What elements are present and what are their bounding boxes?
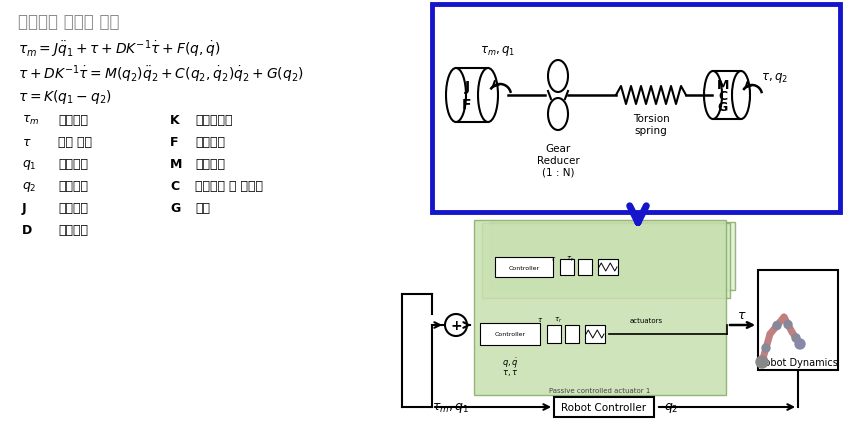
Text: C: C bbox=[718, 89, 728, 102]
Bar bbox=[482, 224, 730, 298]
Text: 스프링강성: 스프링강성 bbox=[195, 114, 233, 127]
Ellipse shape bbox=[446, 69, 466, 123]
Text: Torsion
spring: Torsion spring bbox=[632, 114, 669, 135]
Text: K: K bbox=[170, 114, 179, 127]
Circle shape bbox=[784, 321, 792, 329]
Ellipse shape bbox=[732, 72, 750, 120]
Text: 모터위치: 모터위치 bbox=[58, 158, 88, 171]
Text: $\tau = K(q_1 - q_2)$: $\tau = K(q_1 - q_2)$ bbox=[18, 88, 112, 106]
Text: 코리올리 및 구심력: 코리올리 및 구심력 bbox=[195, 180, 263, 193]
Text: $q, \dot{q}$: $q, \dot{q}$ bbox=[502, 355, 518, 369]
Text: $q_1$: $q_1$ bbox=[22, 158, 37, 172]
Ellipse shape bbox=[548, 99, 568, 131]
Text: $\tau + DK^{-1}\dot{\tau} = M(q_2)\ddot{q}_2 + C(q_2,\dot{q}_2)\dot{q}_2 + G(q_2: $\tau + DK^{-1}\dot{\tau} = M(q_2)\ddot{… bbox=[18, 63, 303, 84]
Text: Gear
Reducer
(1 : N): Gear Reducer (1 : N) bbox=[536, 144, 580, 177]
Circle shape bbox=[773, 322, 781, 330]
Text: $q_2$: $q_2$ bbox=[664, 400, 678, 414]
Text: 모터마찰: 모터마찰 bbox=[195, 136, 225, 149]
Bar bbox=[585, 325, 605, 343]
Bar bbox=[480, 323, 540, 345]
Circle shape bbox=[795, 339, 805, 349]
Text: $\tau, q_2$: $\tau, q_2$ bbox=[761, 71, 788, 85]
Text: $\tau, \dot{\tau}$: $\tau, \dot{\tau}$ bbox=[502, 365, 518, 378]
Text: J: J bbox=[464, 80, 469, 94]
Text: $\tau$: $\tau$ bbox=[537, 315, 543, 323]
Text: 관절 토크: 관절 토크 bbox=[58, 136, 92, 149]
Bar bbox=[456, 69, 488, 123]
Text: 중력: 중력 bbox=[195, 202, 210, 215]
Circle shape bbox=[445, 314, 467, 336]
Text: $\tau_r$: $\tau_r$ bbox=[566, 255, 575, 264]
Text: G: G bbox=[170, 202, 180, 215]
Text: M: M bbox=[717, 78, 729, 91]
Text: 모터토크: 모터토크 bbox=[58, 114, 88, 127]
Bar bbox=[554, 397, 654, 417]
Text: $\tau$: $\tau$ bbox=[737, 308, 747, 321]
Text: $q_2$: $q_2$ bbox=[22, 180, 37, 194]
Text: $\tau_m = J\ddot{q}_1 + \tau + DK^{-1}\dot{\tau} + F(q,\dot{q})$: $\tau_m = J\ddot{q}_1 + \tau + DK^{-1}\d… bbox=[18, 38, 220, 59]
Text: 모터댐핑: 모터댐핑 bbox=[58, 224, 88, 236]
Bar bbox=[578, 259, 592, 275]
Text: G: G bbox=[718, 100, 728, 113]
Text: Controller: Controller bbox=[495, 332, 525, 337]
Text: F: F bbox=[462, 98, 472, 112]
Bar bbox=[565, 325, 579, 343]
Bar bbox=[547, 325, 561, 343]
Bar bbox=[474, 221, 726, 395]
Ellipse shape bbox=[704, 72, 722, 120]
Text: $\tau_m, q_1$: $\tau_m, q_1$ bbox=[432, 400, 469, 414]
Text: Controller: Controller bbox=[508, 265, 540, 270]
Text: F: F bbox=[170, 136, 178, 149]
Circle shape bbox=[756, 356, 768, 368]
Circle shape bbox=[792, 334, 800, 342]
Text: Passive controlled actuator 1: Passive controlled actuator 1 bbox=[549, 387, 651, 393]
Bar bbox=[432, 5, 840, 212]
Text: Robot Controller: Robot Controller bbox=[562, 402, 647, 412]
Text: +: + bbox=[450, 318, 462, 332]
Ellipse shape bbox=[478, 69, 498, 123]
Text: D: D bbox=[22, 224, 32, 236]
Bar bbox=[560, 259, 574, 275]
Bar bbox=[495, 258, 553, 277]
Text: $\tau$: $\tau$ bbox=[22, 136, 31, 149]
Text: $\tau$: $\tau$ bbox=[550, 255, 556, 262]
Text: C: C bbox=[170, 180, 179, 193]
Bar bbox=[713, 72, 741, 120]
Text: 연성관절 로봇의 모델: 연성관절 로봇의 모델 bbox=[18, 13, 120, 31]
Bar bbox=[758, 270, 838, 370]
Text: 모터관성: 모터관성 bbox=[58, 202, 88, 215]
Bar bbox=[490, 222, 735, 290]
Ellipse shape bbox=[548, 61, 568, 93]
Text: M: M bbox=[170, 158, 183, 171]
Text: 링크관성: 링크관성 bbox=[195, 158, 225, 171]
Circle shape bbox=[762, 344, 770, 352]
Text: actuators: actuators bbox=[630, 317, 663, 323]
Text: $\tau_m, q_1$: $\tau_m, q_1$ bbox=[480, 44, 515, 58]
Text: 링크위치: 링크위치 bbox=[58, 180, 88, 193]
Text: $\tau_r$: $\tau_r$ bbox=[553, 315, 562, 325]
Text: Robot Dynamics: Robot Dynamics bbox=[758, 357, 838, 367]
Text: J: J bbox=[22, 202, 26, 215]
Text: $\tau_m$: $\tau_m$ bbox=[22, 114, 39, 127]
Bar bbox=[598, 259, 618, 275]
